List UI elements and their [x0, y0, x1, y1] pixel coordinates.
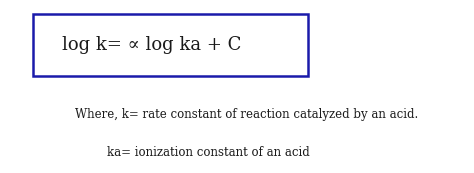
FancyBboxPatch shape — [33, 14, 308, 76]
Text: log k= ∝ log ka + C: log k= ∝ log ka + C — [62, 36, 241, 54]
Text: Where, k= rate constant of reaction catalyzed by an acid.: Where, k= rate constant of reaction cata… — [75, 108, 418, 121]
Text: ka= ionization constant of an acid: ka= ionization constant of an acid — [107, 146, 310, 159]
